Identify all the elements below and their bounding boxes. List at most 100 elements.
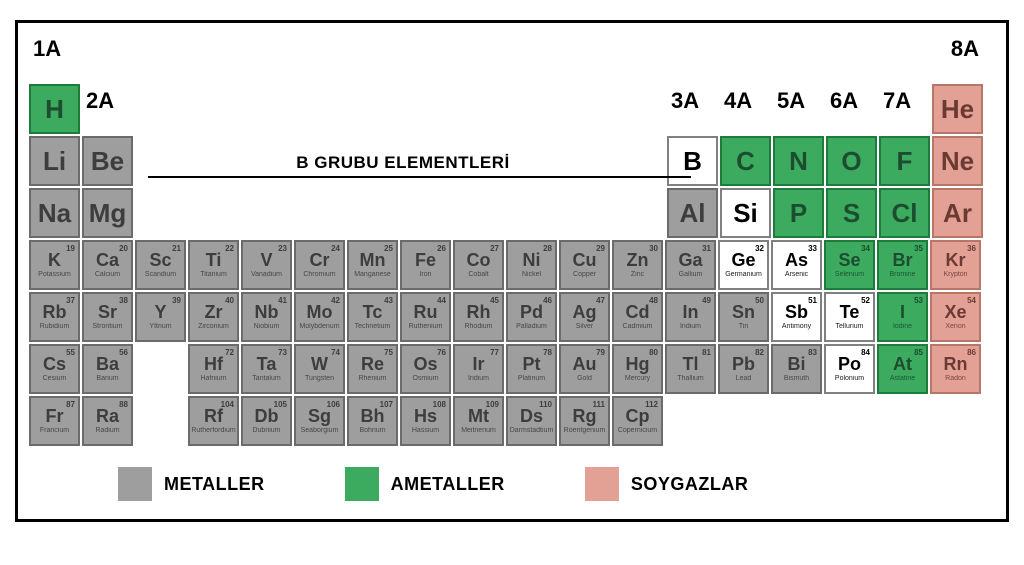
atomic-number: 50 bbox=[755, 296, 764, 305]
element-fr: 87FrFrancium bbox=[29, 396, 80, 446]
element-ba: 56BaBarium bbox=[82, 344, 133, 394]
element-ta: 73TaTantalum bbox=[241, 344, 292, 394]
element-symbol: Au bbox=[573, 355, 597, 373]
element-symbol: Kr bbox=[945, 251, 965, 269]
element-name: Rutherfordium bbox=[191, 427, 235, 434]
element-name: Barium bbox=[96, 375, 118, 382]
atomic-number: 33 bbox=[808, 244, 817, 253]
element-fe: 26FeIron bbox=[400, 240, 451, 290]
element-symbol: Db bbox=[255, 407, 279, 425]
element-name: Tantalum bbox=[252, 375, 280, 382]
element-name: Nickel bbox=[522, 271, 541, 278]
element-b: B bbox=[667, 136, 718, 186]
period-1: H 2A 3A 4A 5A 6A 7A He bbox=[28, 83, 996, 135]
element-ge: 32GeGermanium bbox=[718, 240, 769, 290]
element-name: Iron bbox=[419, 271, 431, 278]
element-name: Cobalt bbox=[468, 271, 488, 278]
group-label-4a: 4A bbox=[720, 84, 771, 114]
element-symbol: Br bbox=[892, 251, 912, 269]
element-f: F bbox=[879, 136, 930, 186]
atomic-number: 82 bbox=[755, 348, 764, 357]
element-symbol: Fr bbox=[46, 407, 64, 425]
legend-noble-label: SOYGAZLAR bbox=[631, 474, 749, 495]
element-symbol: V bbox=[260, 251, 272, 269]
element-cl: Cl bbox=[879, 188, 930, 238]
element-symbol: Tl bbox=[683, 355, 699, 373]
atomic-number: 108 bbox=[433, 400, 446, 409]
element-name: Calcium bbox=[95, 271, 120, 278]
element-i: 53IIodine bbox=[877, 292, 928, 342]
group-label-5a: 5A bbox=[773, 84, 824, 114]
element-name: Rubidium bbox=[40, 323, 70, 330]
element-name: Rhenium bbox=[358, 375, 386, 382]
element-au: 79AuGold bbox=[559, 344, 610, 394]
element-sn: 50SnTin bbox=[718, 292, 769, 342]
element-symbol: Cs bbox=[43, 355, 66, 373]
atomic-number: 73 bbox=[278, 348, 287, 357]
element-hg: 80HgMercury bbox=[612, 344, 663, 394]
atomic-number: 44 bbox=[437, 296, 446, 305]
element-mo: 42MoMolybdenum bbox=[294, 292, 345, 342]
atomic-number: 53 bbox=[914, 296, 923, 305]
element-symbol: Tc bbox=[363, 303, 383, 321]
element-symbol: I bbox=[900, 303, 905, 321]
element-name: Cesium bbox=[43, 375, 67, 382]
element-name: Strontium bbox=[93, 323, 123, 330]
atomic-number: 55 bbox=[66, 348, 75, 357]
element-symbol: Rg bbox=[573, 407, 597, 425]
element-name: Niobium bbox=[254, 323, 280, 330]
element-symbol: Bi bbox=[788, 355, 806, 373]
atomic-number: 107 bbox=[380, 400, 393, 409]
atomic-number: 35 bbox=[914, 244, 923, 253]
element-symbol: Zr bbox=[205, 303, 223, 321]
element-hs: 108HsHassium bbox=[400, 396, 451, 446]
element-s: S bbox=[826, 188, 877, 238]
element-symbol: Ti bbox=[206, 251, 222, 269]
group-label-8a: 8A bbox=[932, 32, 983, 62]
legend-metal: METALLER bbox=[118, 467, 265, 501]
element-name: Zirconium bbox=[198, 323, 229, 330]
atomic-number: 36 bbox=[967, 244, 976, 253]
legend-nonmetal-label: AMETALLER bbox=[391, 474, 505, 495]
group-label-2a: 2A bbox=[82, 84, 133, 114]
atomic-number: 112 bbox=[645, 400, 658, 409]
element-symbol: As bbox=[785, 251, 808, 269]
element-name: Seaborgium bbox=[301, 427, 339, 434]
element-be: Be bbox=[82, 136, 133, 186]
element-as: 33As Arsenic bbox=[771, 240, 822, 290]
element-symbol: Sb bbox=[785, 303, 808, 321]
element-name: Bromine bbox=[889, 271, 915, 278]
element-symbol: Sr bbox=[98, 303, 117, 321]
element-symbol: Ge bbox=[731, 251, 755, 269]
element-symbol: W bbox=[311, 355, 328, 373]
element-symbol: Bh bbox=[361, 407, 385, 425]
element-name: Arsenic bbox=[785, 271, 808, 278]
element-ga: 31GaGallium bbox=[665, 240, 716, 290]
group-header-row-1: 1A 8A bbox=[28, 31, 996, 83]
element-symbol: Hg bbox=[626, 355, 650, 373]
element-name: Germanium bbox=[725, 271, 762, 278]
element-symbol: Ni bbox=[523, 251, 541, 269]
element-zn: 30ZnZinc bbox=[612, 240, 663, 290]
element-ne: Ne bbox=[932, 136, 983, 186]
element-symbol: Pb bbox=[732, 355, 755, 373]
element-te: 52TeTellurium bbox=[824, 292, 875, 342]
element-c: C bbox=[720, 136, 771, 186]
atomic-number: 23 bbox=[278, 244, 287, 253]
element-ds: 110DsDarmstadtium bbox=[506, 396, 557, 446]
element-pt: 78PtPlatinum bbox=[506, 344, 557, 394]
atomic-number: 72 bbox=[225, 348, 234, 357]
element-name: Darmstadtium bbox=[510, 427, 554, 434]
element-sb: 51SbAntimony bbox=[771, 292, 822, 342]
element-symbol: Ga bbox=[678, 251, 702, 269]
atomic-number: 79 bbox=[596, 348, 605, 357]
element-tc: 43TcTechnetium bbox=[347, 292, 398, 342]
element-cd: 48CdCadmium bbox=[612, 292, 663, 342]
small-rows-container: 19KPotassium20CaCalcium21ScScandium22TiT… bbox=[28, 239, 996, 447]
element-na: Na bbox=[29, 188, 80, 238]
element-symbol: Rn bbox=[944, 355, 968, 373]
element-o: O bbox=[826, 136, 877, 186]
element-name: Tellurium bbox=[835, 323, 863, 330]
atomic-number: 41 bbox=[278, 296, 287, 305]
periodic-table-frame: 1A 8A H 2A 3A 4A 5A 6A 7A He Li Be bbox=[15, 20, 1009, 522]
